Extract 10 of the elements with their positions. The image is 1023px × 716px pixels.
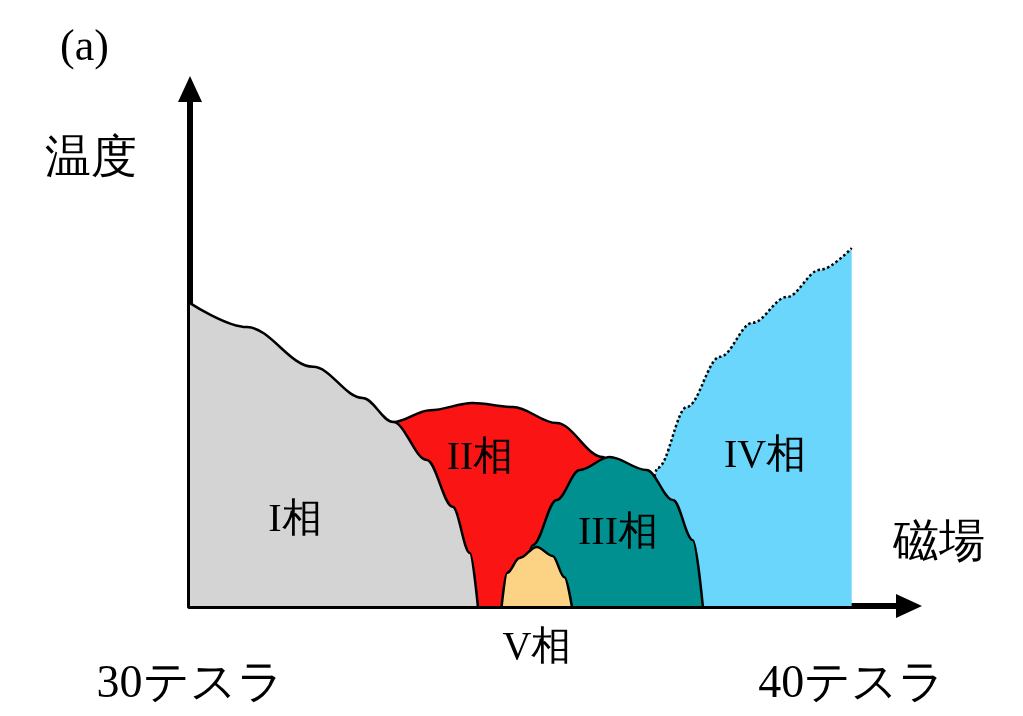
x-tick-label: 40テスラ: [758, 655, 946, 707]
series-label: I相: [268, 494, 322, 540]
series-label: V相: [502, 622, 572, 668]
x-tick-label: 30テスラ: [96, 655, 284, 707]
series-label: III相: [578, 507, 658, 553]
chart-title: (a): [60, 20, 109, 70]
series-label: IV相: [723, 430, 807, 476]
y-axis-title: 温度: [45, 129, 137, 183]
series-label: II相: [446, 432, 514, 478]
x-axis-title: 磁場: [892, 513, 985, 567]
